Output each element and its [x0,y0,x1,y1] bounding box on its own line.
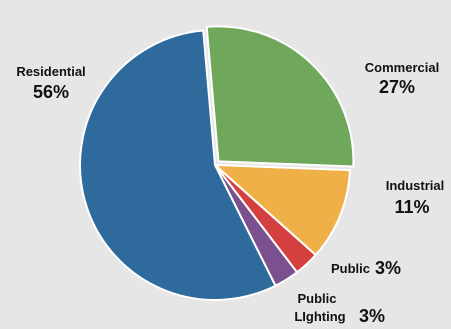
pie-slice-residential [79,29,277,301]
residential-percent-label: 56% [33,82,69,102]
residential-label: Residential [16,64,85,79]
pie-slice-commercial [205,25,355,168]
public-percent-label: 3% [375,258,401,278]
public-lighting-percent-label: 3% [359,306,385,326]
public-lighting-label-line2: LIghting [294,309,345,324]
industrial-label: Industrial [386,178,445,193]
commercial-percent-label: 27% [379,77,415,97]
public-lighting-label-line1: Public [297,291,336,306]
pie-slice-industrial [214,164,351,256]
pie-slices [79,25,355,301]
commercial-label: Commercial [365,60,439,75]
industrial-percent-label: 11% [394,197,429,217]
public-label: Public [331,261,370,276]
